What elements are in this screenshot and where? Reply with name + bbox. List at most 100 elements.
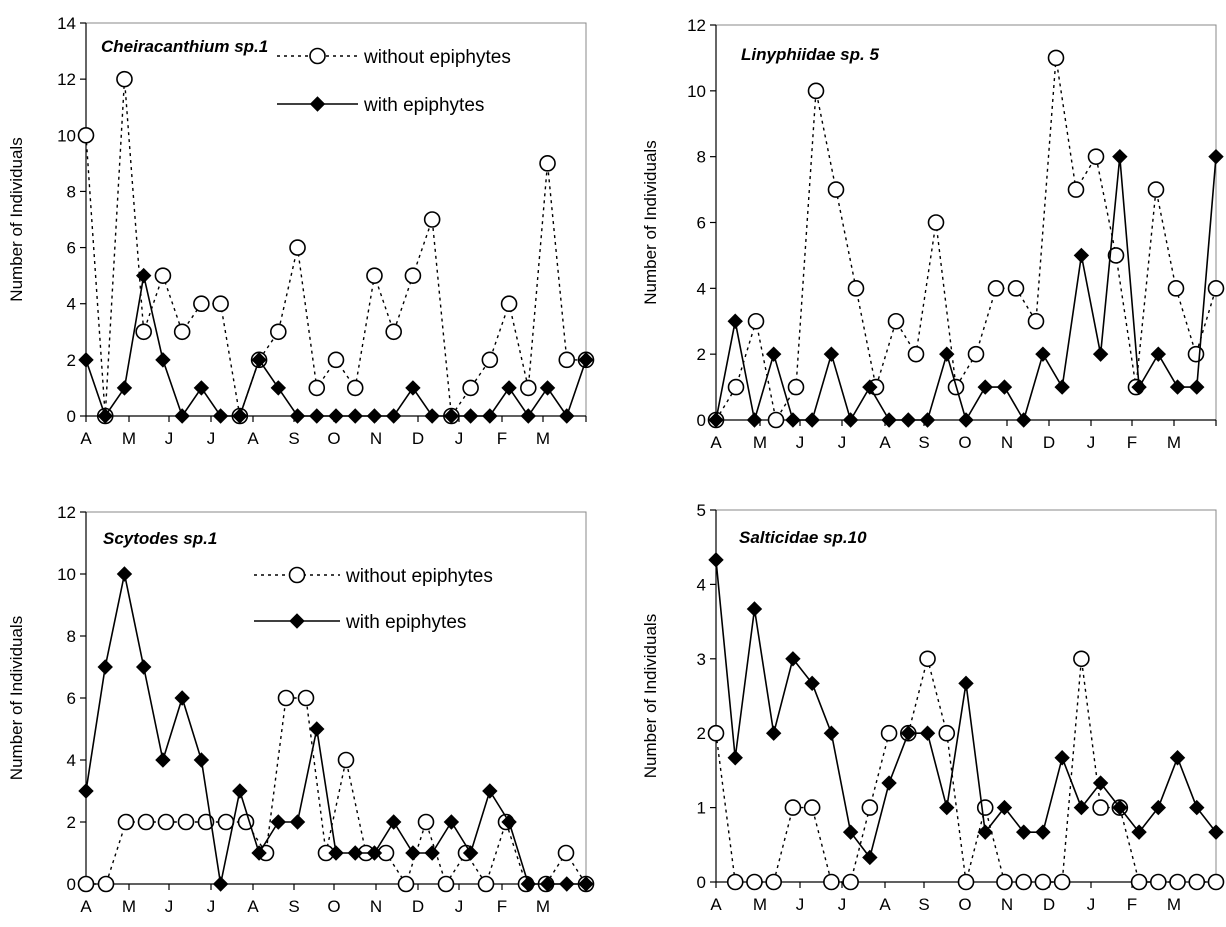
chart-1: 0 2 4 6 8 10 12 14 A M J J A S O N D J F M Number of Individ… bbox=[7, 14, 595, 448]
x-tick-label: J bbox=[796, 433, 805, 452]
data-point-with-epiphytes bbox=[842, 824, 859, 840]
x-tick-label: O bbox=[958, 895, 971, 914]
data-point-without-epiphytes bbox=[887, 312, 905, 330]
data-point-with-epiphytes bbox=[746, 601, 763, 617]
data-point-without-epiphytes bbox=[346, 379, 364, 397]
data-point-with-epiphytes bbox=[270, 814, 287, 830]
data-point-without-epiphytes bbox=[1147, 181, 1165, 198]
data-point-with-epiphytes bbox=[785, 412, 801, 428]
data-point-with-epiphytes bbox=[424, 408, 440, 424]
x-tick-label: F bbox=[497, 429, 507, 448]
x-tick-label: N bbox=[370, 897, 382, 916]
x-tick-label: J bbox=[796, 895, 805, 914]
data-point-without-epiphytes bbox=[1053, 873, 1071, 891]
x-tick-label: F bbox=[1127, 433, 1137, 452]
series-line-1 bbox=[715, 57, 1217, 422]
x-tick-label: D bbox=[412, 897, 424, 916]
data-point-without-epiphytes bbox=[154, 267, 172, 284]
data-point-with-epiphytes bbox=[405, 845, 421, 861]
y-tick-label: 6 bbox=[67, 689, 76, 708]
y-tick-label: 4 bbox=[697, 575, 706, 594]
legend-label: without epiphytes bbox=[363, 47, 511, 68]
chart-title: Cheiracanthium sp.1 bbox=[101, 37, 268, 56]
data-point-without-epiphytes bbox=[116, 70, 133, 88]
y-tick-label: 3 bbox=[697, 650, 706, 669]
data-point-with-epiphytes bbox=[193, 752, 210, 768]
data-point-with-epiphytes bbox=[1169, 750, 1186, 766]
data-point-with-epiphytes bbox=[482, 783, 498, 799]
data-point-without-epiphytes bbox=[1169, 873, 1186, 891]
data-point-without-epiphytes bbox=[1067, 181, 1085, 198]
data-point-with-epiphytes bbox=[842, 412, 859, 428]
data-point-with-epiphytes bbox=[366, 408, 383, 424]
data-point-with-epiphytes bbox=[116, 380, 133, 396]
data-point-with-epiphytes bbox=[78, 352, 94, 368]
chart-3: 0 2 4 6 8 10 12 A M J J A S O N D J F M Number of Individua… bbox=[7, 503, 595, 916]
data-point-without-epiphytes bbox=[842, 873, 859, 891]
data-point-without-epiphytes bbox=[477, 875, 495, 893]
data-point-without-epiphytes bbox=[77, 875, 95, 893]
data-point-without-epiphytes bbox=[938, 724, 956, 742]
chart-title: Linyphiidae sp. 5 bbox=[741, 45, 879, 64]
data-point-without-epiphytes bbox=[297, 689, 315, 707]
data-point-with-epiphytes bbox=[1131, 379, 1147, 395]
x-tick-label: D bbox=[1043, 433, 1055, 452]
data-point-with-epiphytes bbox=[977, 379, 993, 395]
data-point-with-epiphytes bbox=[559, 876, 575, 892]
x-tick-label: S bbox=[918, 433, 929, 452]
data-point-without-epiphytes bbox=[177, 813, 195, 831]
data-point-with-epiphytes bbox=[520, 876, 537, 892]
data-point-with-epiphytes bbox=[116, 566, 133, 582]
data-point-without-epiphytes bbox=[747, 312, 765, 330]
data-point-with-epiphytes bbox=[1208, 148, 1224, 165]
data-point-without-epiphytes bbox=[1027, 312, 1045, 330]
x-tick-label: J bbox=[1087, 895, 1096, 914]
data-point-without-epiphytes bbox=[1207, 280, 1225, 297]
x-tick-label: D bbox=[1043, 895, 1055, 914]
data-point-without-epiphytes bbox=[173, 323, 191, 341]
data-point-without-epiphytes bbox=[557, 844, 575, 862]
data-point-with-epiphytes bbox=[347, 408, 363, 424]
data-point-with-epiphytes bbox=[578, 876, 594, 892]
x-tick-label: M bbox=[753, 895, 767, 914]
chart-title: Scytodes sp.1 bbox=[103, 529, 217, 548]
y-axis-label: Number of Individuals bbox=[7, 616, 26, 780]
data-point-without-epiphytes bbox=[919, 650, 936, 668]
y-tick-label: 8 bbox=[697, 148, 706, 167]
y-tick-label: 10 bbox=[57, 565, 76, 584]
data-point-with-epiphytes bbox=[328, 845, 344, 861]
data-point-with-epiphytes bbox=[78, 783, 94, 799]
data-point-with-epiphytes bbox=[443, 814, 460, 830]
data-point-with-epiphytes bbox=[804, 675, 820, 692]
data-point-without-epiphytes bbox=[423, 211, 441, 228]
data-point-without-epiphytes bbox=[1015, 873, 1032, 891]
x-tick-label: J bbox=[838, 433, 847, 452]
series-line-1 bbox=[715, 656, 1216, 883]
legend-marker-circle bbox=[309, 47, 326, 65]
y-tick-label: 6 bbox=[67, 239, 76, 258]
y-tick-label: 8 bbox=[67, 182, 76, 201]
y-tick-label: 8 bbox=[67, 627, 76, 646]
data-point-without-epiphytes bbox=[907, 345, 925, 363]
data-point-without-epiphytes bbox=[746, 873, 763, 891]
data-point-with-epiphytes bbox=[708, 412, 724, 428]
data-point-with-epiphytes bbox=[727, 313, 743, 329]
data-point-without-epiphytes bbox=[880, 724, 898, 742]
data-point-with-epiphytes bbox=[1073, 247, 1090, 264]
data-point-without-epiphytes bbox=[135, 323, 152, 341]
x-tick-label: N bbox=[1001, 895, 1013, 914]
data-point-with-epiphytes bbox=[520, 408, 537, 424]
data-point-without-epiphytes bbox=[1130, 873, 1148, 891]
y-tick-label: 2 bbox=[697, 345, 706, 364]
x-tick-label: M bbox=[536, 897, 550, 916]
data-point-without-epiphytes bbox=[397, 875, 415, 893]
data-point-with-epiphytes bbox=[804, 412, 820, 428]
data-point-without-epiphytes bbox=[157, 813, 175, 831]
data-point-with-epiphytes bbox=[1189, 799, 1205, 816]
x-tick-label: M bbox=[1167, 433, 1181, 452]
data-point-with-epiphytes bbox=[289, 408, 306, 424]
data-point-without-epiphytes bbox=[823, 873, 840, 891]
y-tick-label: 5 bbox=[697, 501, 706, 520]
legend: without epiphytes with epiphytes bbox=[277, 47, 511, 116]
